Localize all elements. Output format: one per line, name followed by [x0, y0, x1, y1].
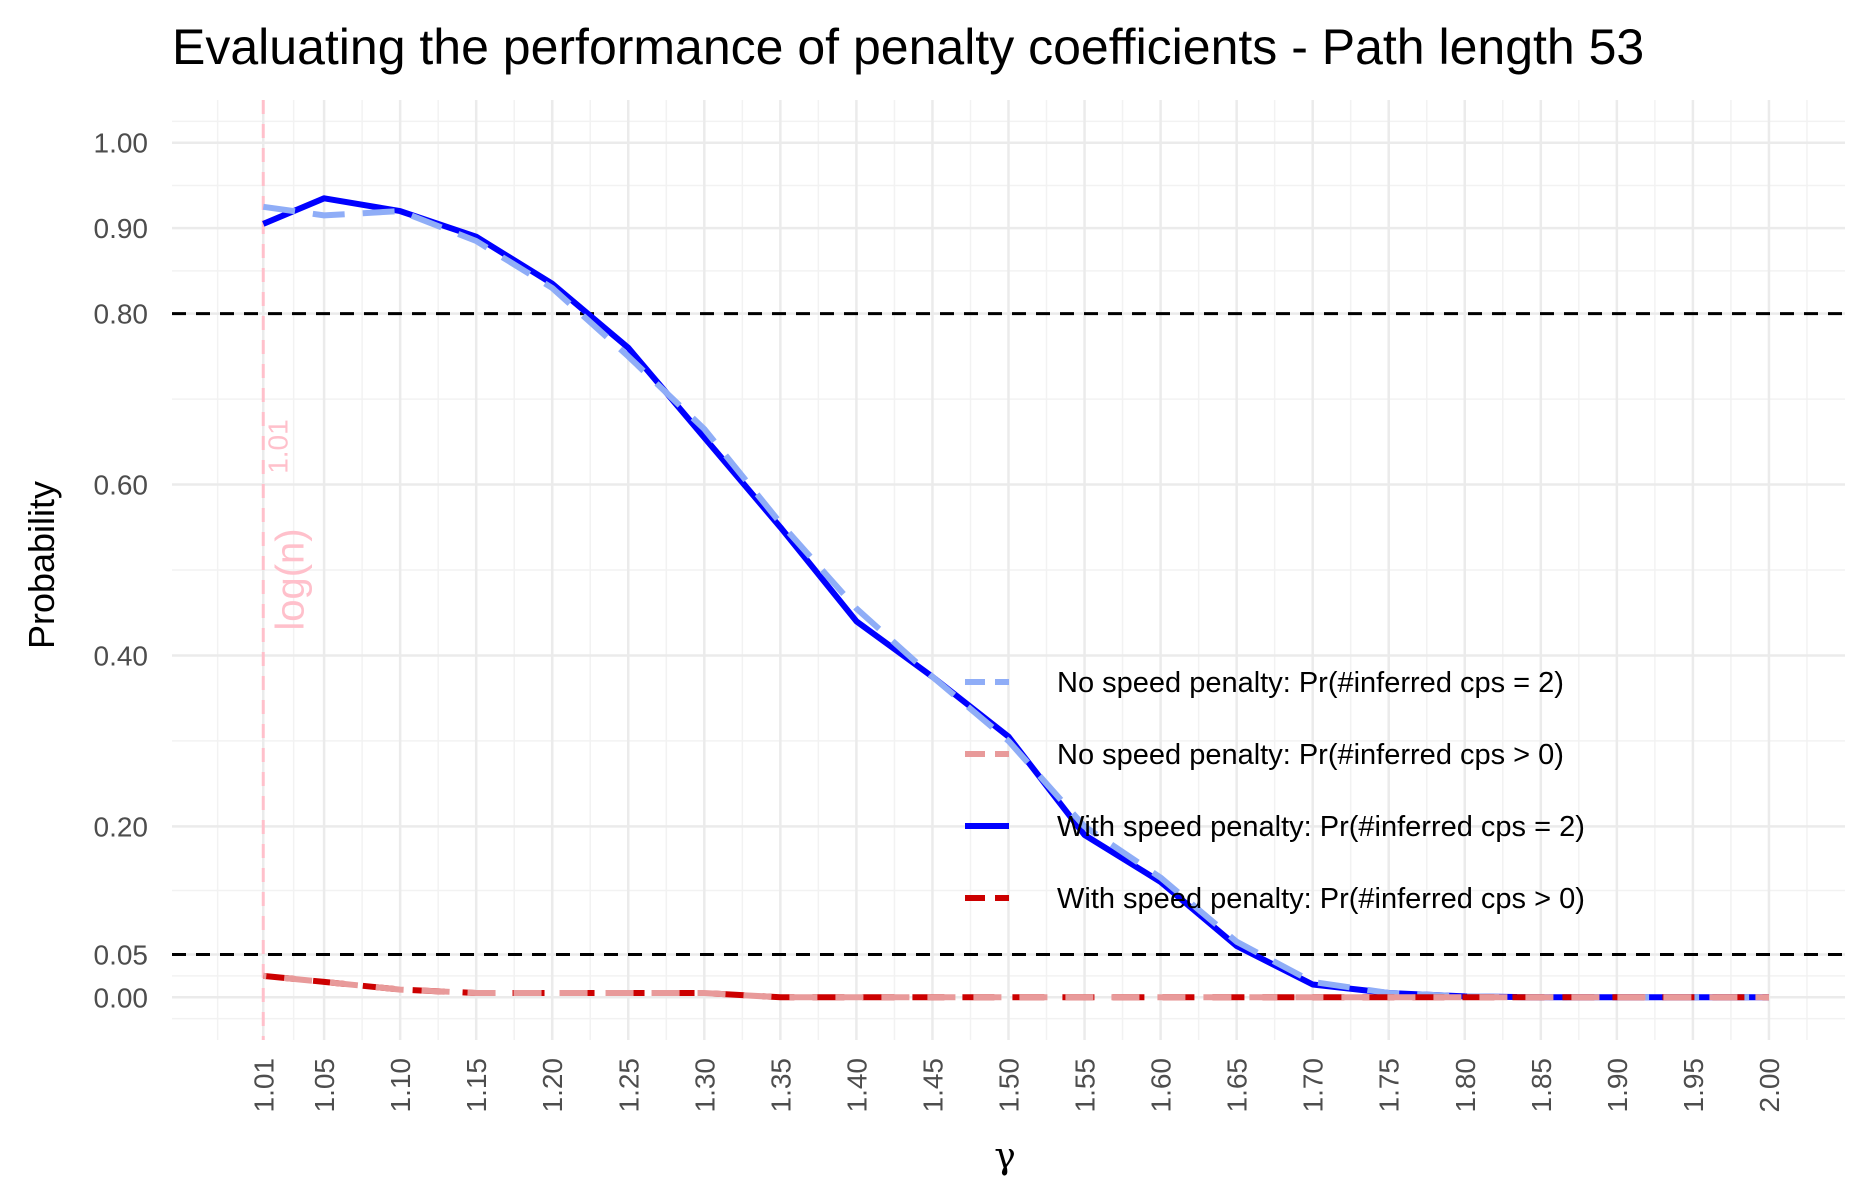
series-line-3	[263, 972, 1769, 1001]
chart-title: Evaluating the performance of penalty co…	[172, 19, 1644, 75]
x-tick-label: 1.60	[1146, 1058, 1177, 1113]
log-n-annotation: log(n) 1.01	[262, 419, 312, 630]
x-tick-label: 1.35	[765, 1058, 796, 1113]
x-tick-label: 2.00	[1754, 1058, 1785, 1113]
x-tick-label: 1.70	[1298, 1058, 1329, 1113]
x-tick-label: 1.05	[309, 1058, 340, 1113]
series-lines	[262, 195, 1769, 1001]
y-tick-label: 0.20	[94, 811, 149, 842]
y-tick-label: 1.00	[94, 128, 149, 159]
x-tick-label: 1.85	[1526, 1058, 1557, 1113]
x-tick-label: 1.55	[1070, 1058, 1101, 1113]
annotation-superscript: 1.01	[262, 419, 293, 474]
y-tick-label: 0.05	[94, 940, 149, 971]
y-tick-label: 0.80	[94, 299, 149, 330]
x-tick-label: 1.10	[385, 1058, 416, 1113]
y-tick-label: 0.90	[94, 213, 149, 244]
x-tick-label: 1.01	[248, 1058, 279, 1113]
x-tick-label: 1.65	[1222, 1058, 1253, 1113]
legend-label-3: With speed penalty: Pr(#inferred cps > 0…	[1057, 883, 1585, 915]
y-tick-label: 0.40	[94, 640, 149, 671]
x-tick-label: 1.90	[1602, 1058, 1633, 1113]
x-tick-label: 1.30	[689, 1058, 720, 1113]
series-line-2	[262, 195, 1769, 1001]
series-line-1	[263, 972, 1769, 1001]
legend-label-1: No speed penalty: Pr(#inferred cps > 0)	[1057, 739, 1564, 771]
y-tick-label: 0.00	[94, 982, 149, 1013]
x-axis-ticks: 1.01 1.05 1.10 1.15 1.20 1.25 1.30 1.35 1.40 1.45…	[248, 1058, 1785, 1113]
x-tick-label: 1.20	[537, 1058, 568, 1113]
series-line-0	[262, 203, 1769, 1001]
x-tick-label: 1.75	[1374, 1058, 1405, 1113]
legend-label-2: With speed penalty: Pr(#inferred cps = 2…	[1057, 811, 1585, 843]
x-tick-label: 1.15	[461, 1058, 492, 1113]
legend-label-0: No speed penalty: Pr(#inferred cps = 2)	[1057, 667, 1564, 699]
x-tick-label: 1.50	[994, 1058, 1025, 1113]
y-axis-title: Probability	[21, 481, 62, 649]
x-tick-label: 1.45	[917, 1058, 948, 1113]
annotation-group: log(n) 1.01	[262, 419, 312, 630]
annotation-text: log(n)	[268, 528, 312, 630]
y-tick-label: 0.60	[94, 470, 149, 501]
x-tick-label: 1.40	[841, 1058, 872, 1113]
x-axis-title: γ	[994, 1136, 1016, 1177]
x-tick-label: 1.80	[1450, 1058, 1481, 1113]
x-tick-label: 1.25	[613, 1058, 644, 1113]
y-axis-ticks: 0.00 0.05 0.20 0.40 0.60 0.80 0.90 1.00	[94, 128, 149, 1014]
reference-lines	[172, 100, 1845, 1040]
x-tick-label: 1.95	[1678, 1058, 1709, 1113]
legend: No speed penalty: Pr(#inferred cps = 2) N…	[965, 667, 1585, 915]
